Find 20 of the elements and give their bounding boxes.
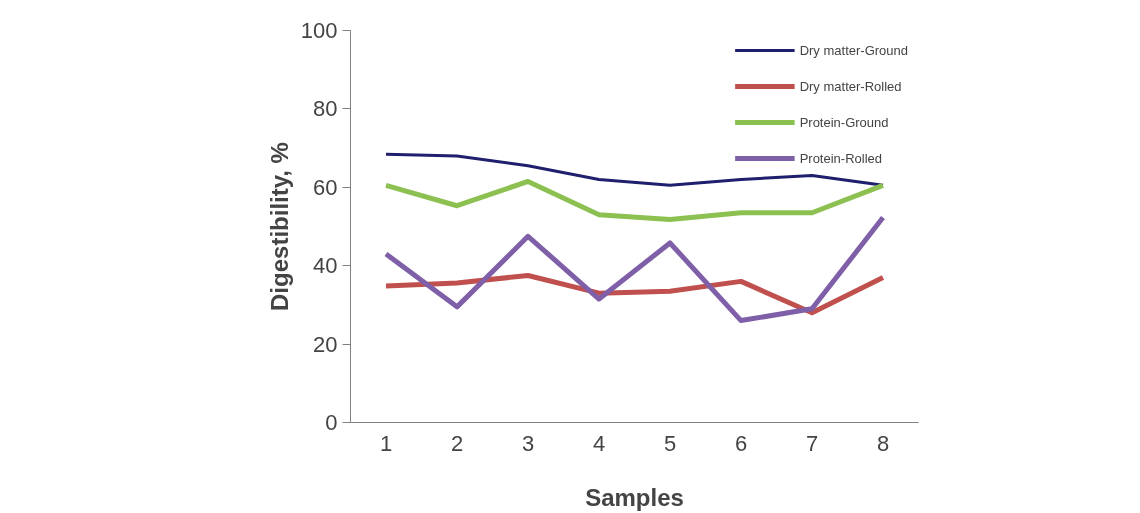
x-tick-label: 5 [663, 430, 677, 456]
y-axis-title: Digestibility, % [265, 142, 293, 311]
y-tick-label: 60 [313, 174, 338, 200]
x-tick-label: 3 [521, 430, 535, 456]
x-tick-label: 6 [734, 430, 748, 456]
x-tick-label: 2 [450, 430, 464, 456]
x-axis-title: Samples [585, 483, 684, 511]
y-tick-label: 20 [313, 331, 338, 357]
x-tick-label: 4 [592, 430, 606, 456]
legend-label: Dry matter-Rolled [799, 78, 902, 94]
y-tick-label: 100 [300, 18, 338, 43]
y-tick-label: 0 [325, 410, 338, 435]
legend-label: Protein-Rolled [799, 150, 882, 166]
legend-label: Dry matter-Ground [799, 42, 908, 58]
x-tick-label: 7 [805, 430, 819, 456]
y-tick-label: 80 [313, 96, 338, 122]
x-tick-label: 8 [876, 430, 890, 456]
legend-label: Protein-Ground [799, 114, 889, 130]
x-tick-label: 1 [379, 430, 393, 456]
y-tick-label: 40 [313, 253, 338, 279]
